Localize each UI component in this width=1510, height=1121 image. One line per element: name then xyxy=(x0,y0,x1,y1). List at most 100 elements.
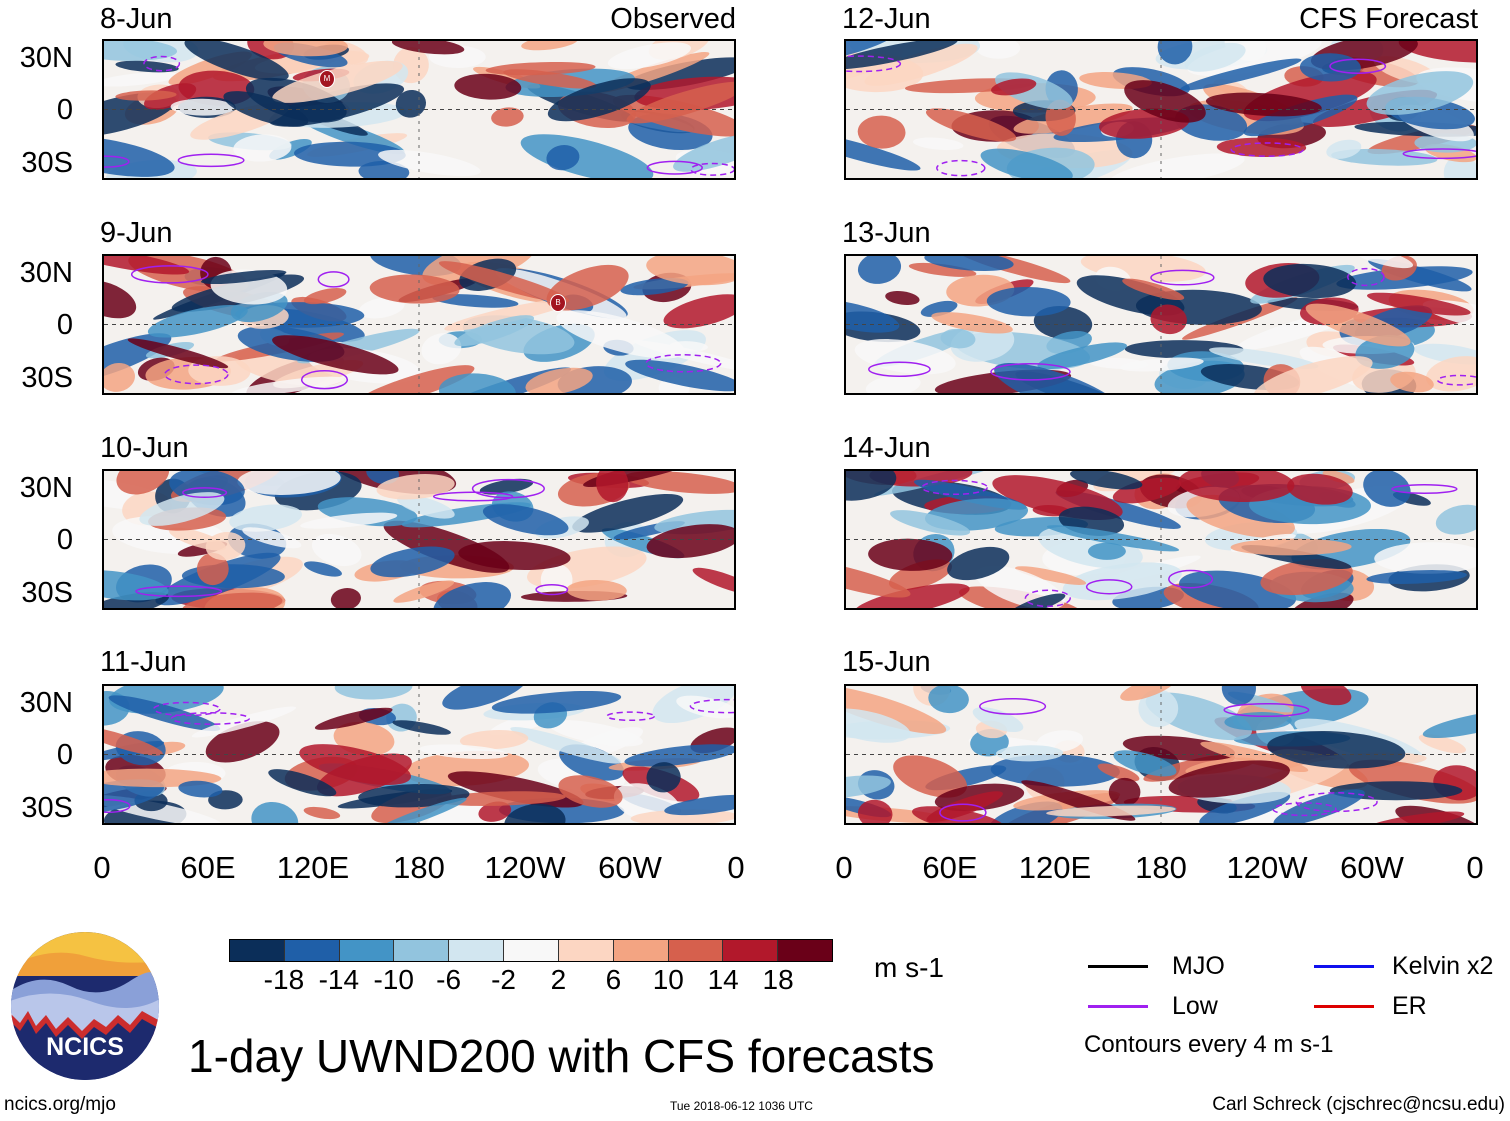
wind-anomaly-blob xyxy=(504,803,566,823)
colorbar-tick: 14 xyxy=(707,964,739,995)
wind-anomaly-blob xyxy=(1390,371,1434,393)
wind-anomaly-blob xyxy=(846,708,911,743)
wind-anomaly-blob xyxy=(996,745,1064,762)
colorbar-swatch xyxy=(778,940,832,961)
wind-anomaly-blob xyxy=(454,73,522,100)
colorbar-tick: 18 xyxy=(762,964,794,995)
low-contour xyxy=(471,478,545,499)
footer-author: Carl Schreck (cjschrec@ncsu.edu) xyxy=(1212,1094,1505,1115)
wind-anomaly-blob xyxy=(393,580,455,603)
wind-anomaly-blob xyxy=(549,720,643,747)
wind-anomaly-blob xyxy=(1015,566,1087,585)
wind-anomaly-blob xyxy=(980,148,1073,178)
panel-date-4: 11-Jun xyxy=(100,646,187,678)
low-contour xyxy=(936,159,986,177)
wind-anomaly-blob xyxy=(358,297,405,319)
x-label-60w: 60W xyxy=(1340,850,1404,885)
wind-anomaly-blob xyxy=(646,762,681,793)
wind-anomaly-blob xyxy=(1205,92,1322,117)
wind-field xyxy=(846,256,1476,393)
wind-anomaly-blob xyxy=(482,504,569,536)
low-contour xyxy=(177,153,245,168)
wind-anomaly-blob xyxy=(556,310,685,359)
wind-anomaly-blob xyxy=(242,527,302,549)
wind-anomaly-blob xyxy=(1150,304,1187,335)
legend-line-low xyxy=(1088,1005,1148,1008)
colorbar-swatch xyxy=(394,940,450,961)
map-panel-9-jun xyxy=(102,254,736,395)
wind-anomaly-blob xyxy=(1221,686,1256,706)
colorbar-swatch xyxy=(613,940,669,961)
wind-field xyxy=(104,686,734,823)
map-panel-15-jun xyxy=(844,684,1478,825)
map-panel-13-jun xyxy=(844,254,1478,395)
wind-anomaly-blob xyxy=(369,274,460,304)
wind-anomaly-blob xyxy=(846,41,958,70)
legend-label-mjo: MJO xyxy=(1172,952,1225,980)
wind-anomaly-blob xyxy=(846,471,897,501)
legend-line-er xyxy=(1314,1005,1374,1008)
wind-anomaly-blob xyxy=(596,471,629,503)
colorbar-tick: 2 xyxy=(550,964,567,995)
wind-anomaly-blob xyxy=(438,261,570,303)
low-contour xyxy=(130,265,209,284)
wind-anomaly-blob xyxy=(421,333,462,365)
logo-text: NCICS xyxy=(46,1033,124,1061)
wind-anomaly-blob xyxy=(268,769,337,797)
wind-anomaly-blob xyxy=(1263,263,1357,299)
colorbar-swatch xyxy=(449,940,505,961)
wind-anomaly-blob xyxy=(1097,763,1140,782)
colorbar-swatch xyxy=(230,940,285,961)
wind-anomaly-blob xyxy=(237,471,341,495)
wind-anomaly-blob xyxy=(1374,542,1476,574)
wind-field xyxy=(104,256,734,393)
legend-label-low: Low xyxy=(1172,992,1218,1020)
low-contour xyxy=(1272,802,1337,817)
low-contour xyxy=(1391,483,1458,495)
wind-anomaly-blob xyxy=(104,72,179,87)
low-contour xyxy=(1085,579,1133,595)
wind-anomaly-blob xyxy=(294,141,406,167)
low-contour xyxy=(868,361,931,378)
wind-anomaly-blob xyxy=(846,775,891,799)
wind-anomaly-blob xyxy=(1300,686,1352,706)
x-label-180: 180 xyxy=(1135,850,1187,885)
wind-anomaly-blob xyxy=(233,134,292,162)
colorbar-tick: -2 xyxy=(491,964,516,995)
panel-date-8: 15-Jun xyxy=(842,646,931,678)
wind-anomaly-blob xyxy=(438,373,516,393)
wind-anomaly-blob xyxy=(540,563,573,596)
wind-anomaly-blob xyxy=(1363,471,1411,507)
wind-anomaly-blob xyxy=(263,41,348,57)
wind-anomaly-blob xyxy=(104,726,163,756)
legend-line-kelvin xyxy=(1314,965,1374,968)
wind-anomaly-blob xyxy=(625,359,734,392)
wind-anomaly-blob xyxy=(104,362,135,392)
panel-date-5: 12-Jun xyxy=(842,3,931,35)
low-contour xyxy=(1024,589,1071,608)
wind-anomaly-blob xyxy=(191,706,297,738)
wind-anomaly-blob xyxy=(1435,504,1476,535)
wind-anomaly-blob xyxy=(303,806,341,820)
panel-date-6: 13-Jun xyxy=(842,217,931,249)
wind-anomaly-blob xyxy=(1087,542,1126,560)
wind-anomaly-blob xyxy=(673,133,734,172)
y-label-eq: 0 xyxy=(56,94,73,126)
wind-anomaly-blob xyxy=(229,504,302,532)
wind-anomaly-blob xyxy=(1113,750,1177,777)
wind-anomaly-blob xyxy=(925,108,1017,142)
x-label-60e: 60E xyxy=(180,850,236,885)
wind-anomaly-blob xyxy=(1122,278,1185,301)
x-label-120e: 120E xyxy=(276,850,350,885)
colorbar-swatch xyxy=(504,940,559,961)
wind-anomaly-blob xyxy=(1253,356,1373,393)
contours-note: Contours every 4 m s-1 xyxy=(1084,1031,1334,1058)
wind-anomaly-blob xyxy=(1178,471,1295,503)
wind-anomaly-blob xyxy=(108,695,221,732)
storm-marker-m: M xyxy=(319,70,335,88)
x-label-120w: 120W xyxy=(1226,850,1308,885)
wind-anomaly-blob xyxy=(454,315,535,347)
wind-anomaly-blob xyxy=(376,474,455,500)
wind-anomaly-blob xyxy=(624,471,734,494)
wind-anomaly-blob xyxy=(272,60,403,103)
